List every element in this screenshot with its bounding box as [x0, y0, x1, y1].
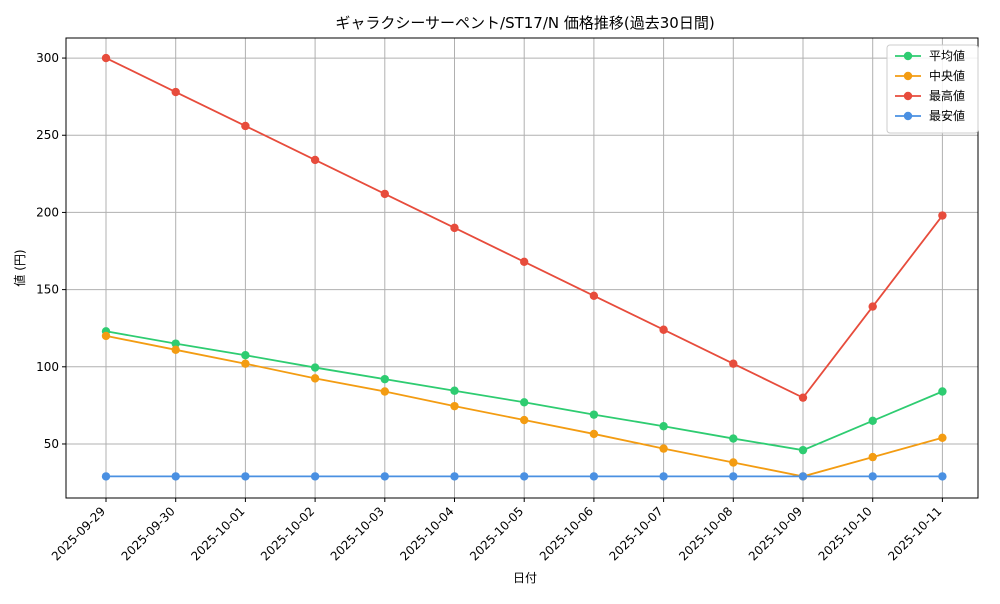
x-tick-label: 2025-10-09: [746, 504, 805, 563]
data-point: [729, 434, 738, 443]
legend-label: 平均値: [929, 48, 965, 63]
x-tick-label: 2025-10-07: [607, 504, 666, 563]
data-point: [520, 257, 529, 267]
data-point: [938, 211, 947, 220]
data-point: [659, 472, 668, 481]
data-point: [450, 401, 459, 411]
x-tick-label: 2025-09-29: [49, 504, 108, 563]
data-point: [798, 445, 808, 455]
data-point: [171, 345, 180, 355]
data-point: [520, 415, 529, 425]
data-point: [659, 325, 668, 334]
data-point: [380, 472, 389, 481]
x-tick-label: 2025-10-08: [676, 504, 735, 563]
data-point: [310, 472, 320, 481]
series-最高値: [101, 53, 947, 402]
x-tick-label: 2025-10-02: [258, 504, 317, 563]
data-point: [241, 121, 250, 131]
x-axis-label: 日付: [513, 571, 537, 585]
data-point: [101, 331, 111, 341]
data-point: [241, 472, 250, 481]
data-point: [520, 472, 529, 481]
chart-title: ギャラクシーサーペント/ST17/N 価格推移(過去30日間): [335, 14, 714, 32]
data-point: [729, 359, 738, 368]
data-point: [729, 458, 738, 467]
data-point: [101, 53, 111, 63]
x-tick-label: 2025-10-11: [885, 504, 944, 563]
legend-marker: [903, 71, 913, 81]
data-point: [589, 429, 599, 439]
legend-marker: [903, 51, 913, 61]
y-tick-label: 100: [36, 360, 59, 374]
data-point: [450, 386, 459, 395]
data-point: [380, 189, 389, 199]
y-tick-label: 300: [36, 51, 59, 65]
data-point: [938, 433, 947, 442]
legend-box: [886, 44, 979, 134]
data-point: [380, 374, 389, 384]
data-point: [868, 302, 877, 311]
data-point: [868, 416, 877, 426]
x-tick-label: 2025-09-30: [119, 504, 178, 563]
data-point: [798, 393, 808, 402]
y-axis-label: 値 (円): [12, 249, 27, 286]
series-layer: [101, 53, 947, 481]
series-最安値: [101, 472, 947, 481]
data-point: [589, 291, 599, 300]
data-point: [241, 359, 250, 368]
y-tick-label: 50: [44, 437, 59, 451]
legend-label: 最高値: [929, 88, 965, 103]
data-point: [101, 472, 111, 481]
data-point: [310, 363, 320, 372]
x-tick-label: 2025-10-05: [467, 504, 526, 563]
legend-label: 中央値: [929, 68, 965, 83]
data-point: [380, 387, 389, 396]
series-平均値: [101, 327, 947, 455]
data-point: [310, 155, 320, 165]
legend-marker: [903, 91, 913, 101]
data-point: [171, 339, 180, 348]
data-point: [868, 452, 877, 462]
axis-layer: 2025-09-29 2025-09-30 2025-10-01 2025-10-02…: [36, 51, 944, 563]
grid-layer: [66, 38, 978, 498]
x-tick-label: 2025-10-04: [397, 504, 456, 563]
y-tick-label: 150: [36, 283, 59, 297]
data-point: [520, 398, 529, 407]
legend-label: 最安値: [929, 108, 965, 123]
data-point: [938, 472, 947, 481]
data-point: [589, 410, 599, 419]
legend-marker: [903, 111, 913, 121]
x-tick-label: 2025-10-06: [537, 504, 596, 563]
data-point: [798, 472, 808, 481]
data-point: [450, 223, 459, 233]
y-tick-label: 200: [36, 205, 59, 219]
data-point: [729, 472, 738, 481]
data-point: [659, 422, 668, 431]
x-tick-label: 2025-10-03: [328, 504, 387, 563]
data-point: [868, 472, 877, 481]
data-point: [659, 444, 668, 453]
data-point: [171, 87, 180, 97]
data-point: [589, 472, 599, 481]
data-point: [450, 472, 459, 481]
plot-frame: [65, 37, 979, 499]
x-tick-label: 2025-10-10: [816, 504, 875, 563]
data-point: [310, 374, 320, 383]
data-point: [938, 387, 947, 396]
data-point: [171, 472, 180, 481]
y-tick-label: 250: [36, 128, 59, 142]
x-tick-label: 2025-10-01: [188, 504, 247, 563]
data-point: [241, 351, 250, 360]
